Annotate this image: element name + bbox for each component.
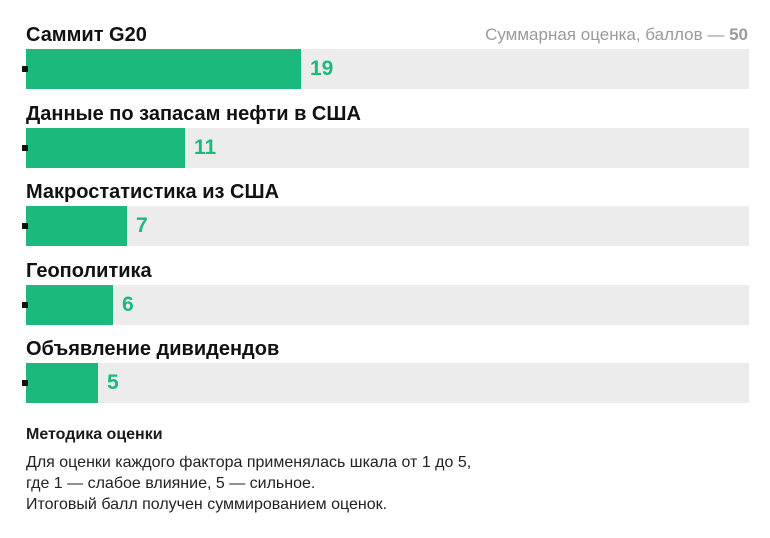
bar	[26, 206, 127, 246]
bar-marker	[22, 223, 28, 229]
bar-marker	[22, 66, 28, 72]
value-label: 19	[310, 57, 334, 80]
bar	[26, 284, 113, 325]
methodology-line: Итоговый балл получен суммированием оцен…	[26, 496, 388, 513]
max-score-label: Суммарная оценка, баллов — 50	[485, 24, 748, 46]
methodology-title: Методика оценки	[26, 426, 163, 443]
bar-chart: Суммарная оценка, баллов — 50 Саммит G20…	[22, 24, 749, 403]
bar	[26, 363, 98, 403]
value-label: 6	[122, 292, 134, 316]
bar-track: 11	[22, 127, 749, 168]
bar-marker	[22, 380, 28, 386]
bar-marker	[22, 301, 28, 308]
category-label: Макростатистика из США	[26, 181, 280, 203]
methodology-line: Для оценки каждого фактора применялась ш…	[26, 454, 472, 471]
max-score-value: 50	[729, 25, 748, 44]
bar-marker	[22, 144, 28, 151]
bar-track: 6	[22, 284, 749, 325]
value-label: 11	[194, 135, 217, 159]
value-label: 5	[107, 371, 119, 394]
max-score-prefix: Суммарная оценка, баллов —	[485, 25, 725, 44]
methodology-note: Методика оценки Для оценки каждого факто…	[26, 424, 746, 515]
value-label: 7	[136, 214, 148, 237]
bar-track: 7	[22, 206, 749, 246]
category-label: Саммит G20	[26, 24, 147, 46]
bar	[26, 127, 185, 168]
category-label: Геополитика	[26, 259, 152, 282]
category-label: Объявление дивидендов	[26, 338, 280, 360]
bar	[26, 49, 301, 89]
bar-track: 19	[22, 49, 749, 89]
methodology-line: где 1 — слабое влияние, 5 — сильное.	[26, 475, 316, 492]
bar-track: 5	[22, 363, 749, 403]
category-label: Данные по запасам нефти в США	[26, 102, 361, 125]
